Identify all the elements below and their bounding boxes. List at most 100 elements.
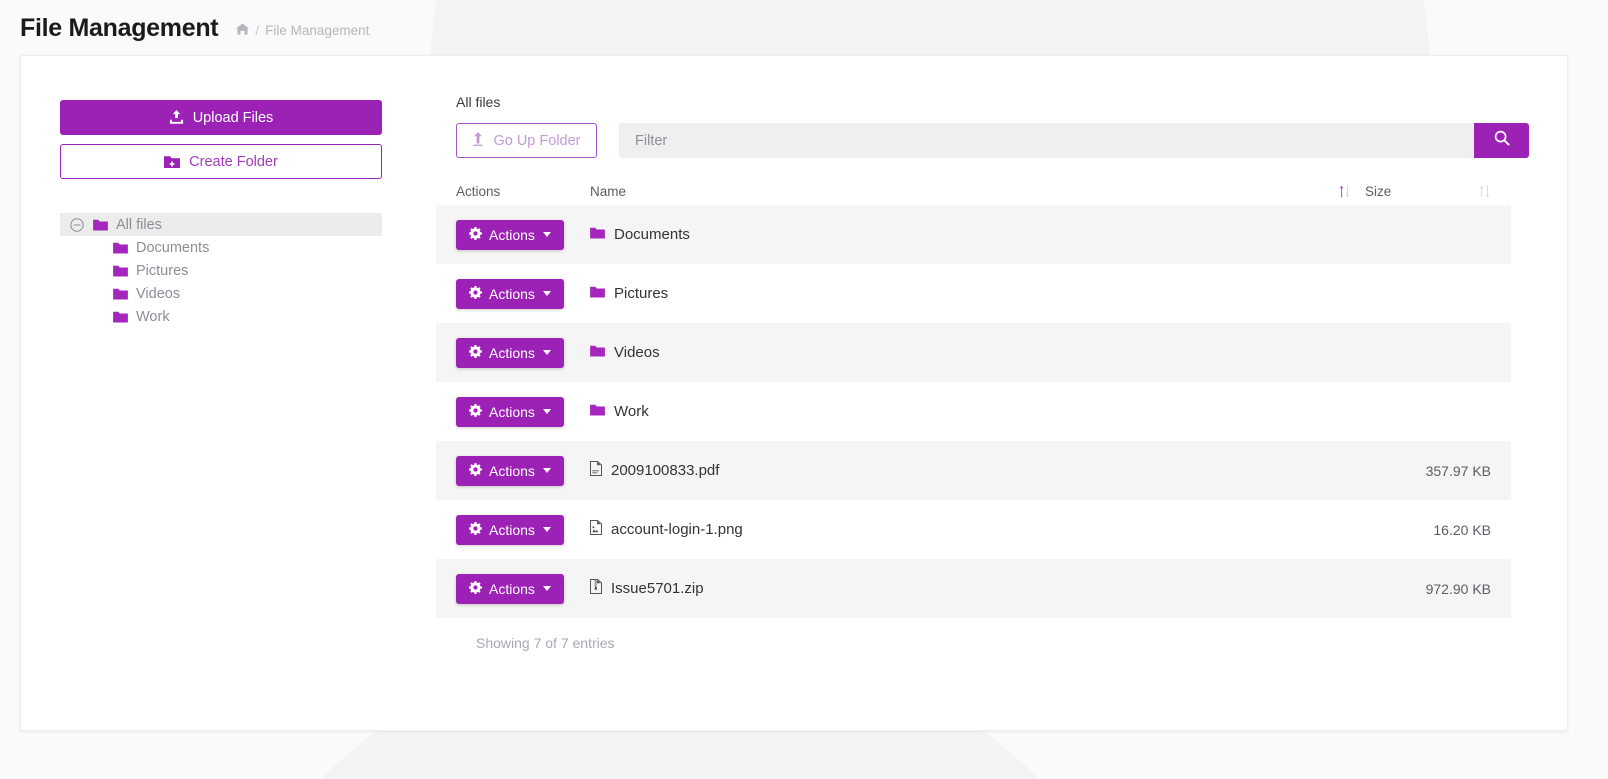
column-header-size-label: Size <box>1365 183 1392 199</box>
folder-plus-icon <box>164 155 181 169</box>
sort-updown-icon[interactable] <box>1478 184 1491 199</box>
table-row[interactable]: Actions Issue5701.zip 972.90 KB <box>436 559 1511 618</box>
row-actions-label: Actions <box>489 344 535 361</box>
sort-updown-icon[interactable] <box>1338 184 1365 199</box>
caret-down-icon <box>542 291 551 296</box>
row-actions-cell: Actions <box>456 278 590 309</box>
row-actions-button[interactable]: Actions <box>456 219 564 250</box>
row-actions-cell: Actions <box>456 337 590 368</box>
upload-files-label: Upload Files <box>192 109 274 126</box>
row-size-label: 972.90 KB <box>1425 580 1491 597</box>
row-actions-button[interactable]: Actions <box>456 514 564 545</box>
row-actions-label: Actions <box>489 580 535 597</box>
file-pdf-icon <box>590 461 602 480</box>
create-folder-label: Create Folder <box>189 153 278 170</box>
row-actions-button[interactable]: Actions <box>456 396 564 427</box>
caret-down-icon <box>542 350 551 355</box>
row-name-label: Documents <box>614 226 690 243</box>
tree-item-label: All files <box>116 216 162 233</box>
caret-down-icon <box>542 409 551 414</box>
go-up-folder-label: Go Up Folder <box>493 132 581 149</box>
gear-icon <box>469 462 482 479</box>
upload-icon <box>169 110 184 125</box>
table-row[interactable]: Actions Documents <box>436 205 1511 264</box>
home-icon[interactable] <box>236 23 250 38</box>
caret-down-icon <box>542 468 551 473</box>
folder-icon <box>590 344 605 361</box>
row-name-label: Pictures <box>614 285 669 302</box>
tree-item-documents[interactable]: Documents <box>60 236 382 259</box>
row-actions-cell: Actions <box>456 455 590 486</box>
row-actions-button[interactable]: Actions <box>456 573 564 604</box>
go-up-folder-button[interactable]: Go Up Folder <box>456 123 597 158</box>
table-row[interactable]: Actions account-login-1.png 16.20 KB <box>436 500 1511 559</box>
table-footer-count: Showing 7 of 7 entries <box>476 635 615 651</box>
folder-icon <box>590 285 605 302</box>
row-size-label: 357.97 KB <box>1425 462 1491 479</box>
tree-item-videos[interactable]: Videos <box>60 282 382 305</box>
table-row[interactable]: Actions 2009100833.pdf 357.97 KB <box>436 441 1511 500</box>
gear-icon <box>469 226 482 243</box>
folder-icon <box>590 403 605 420</box>
row-name-cell: Videos <box>590 344 1365 361</box>
tree-item-work[interactable]: Work <box>60 305 382 328</box>
row-name-label: account-login-1.png <box>611 521 743 538</box>
current-folder-label: All files <box>456 94 501 110</box>
row-actions-label: Actions <box>489 226 535 243</box>
breadcrumb-current: File Management <box>265 23 370 38</box>
search-icon <box>1494 130 1510 151</box>
row-size-cell: 972.90 KB <box>1365 581 1491 597</box>
row-name-cell: Documents <box>590 226 1365 243</box>
tree-item-label: Pictures <box>136 262 189 279</box>
tree-item-pictures[interactable]: Pictures <box>60 259 382 282</box>
table-row[interactable]: Actions Work <box>436 382 1511 441</box>
file-archive-icon <box>590 579 602 598</box>
row-actions-cell: Actions <box>456 573 590 604</box>
row-actions-cell: Actions <box>456 514 590 545</box>
caret-down-icon <box>542 586 551 591</box>
breadcrumb-separator: / <box>255 23 260 38</box>
breadcrumb: / File Management <box>236 19 369 38</box>
tree-item-label: Work <box>136 308 170 325</box>
tree-item-all-files[interactable]: All files <box>60 213 382 236</box>
row-size-label: 16.20 KB <box>1433 521 1491 538</box>
file-toolbar: Go Up Folder <box>456 123 1529 158</box>
folder-icon <box>113 311 128 323</box>
folder-tree: All files Documents Pictures Videos <box>60 213 382 328</box>
row-name-cell: 2009100833.pdf <box>590 461 1365 480</box>
column-header-actions: Actions <box>456 183 501 199</box>
row-actions-button[interactable]: Actions <box>456 337 564 368</box>
upload-files-button[interactable]: Upload Files <box>60 100 382 135</box>
column-header-name[interactable]: Name <box>590 184 1365 199</box>
row-name-cell: Work <box>590 403 1365 420</box>
row-name-label: 2009100833.pdf <box>611 462 720 479</box>
files-table: Actions Name Size <box>436 177 1511 651</box>
folder-icon <box>113 242 128 254</box>
row-actions-label: Actions <box>489 521 535 538</box>
page-title: File Management <box>20 14 219 42</box>
search-button[interactable] <box>1474 123 1529 158</box>
file-image-icon <box>590 520 602 539</box>
caret-down-icon <box>542 527 551 532</box>
row-actions-button[interactable]: Actions <box>456 455 564 486</box>
table-header-row: Actions Name Size <box>436 177 1511 205</box>
minus-circle-icon[interactable] <box>70 217 84 232</box>
folder-icon <box>93 219 108 231</box>
table-row[interactable]: Actions Pictures <box>436 264 1511 323</box>
filter-input[interactable] <box>619 123 1474 158</box>
row-size-cell: 16.20 KB <box>1365 522 1491 538</box>
gear-icon <box>469 285 482 302</box>
file-browser-panel: All files Go Up Folder Actions <box>436 94 1529 651</box>
folder-icon <box>590 226 605 243</box>
create-folder-button[interactable]: Create Folder <box>60 144 382 179</box>
table-row[interactable]: Actions Videos <box>436 323 1511 382</box>
column-header-size[interactable]: Size <box>1365 184 1491 199</box>
row-name-label: Videos <box>614 344 660 361</box>
gear-icon <box>469 580 482 597</box>
folder-icon <box>113 288 128 300</box>
row-actions-label: Actions <box>489 403 535 420</box>
row-actions-button[interactable]: Actions <box>456 278 564 309</box>
content-card: Upload Files Create Folder All files <box>20 55 1568 731</box>
row-actions-label: Actions <box>489 462 535 479</box>
folder-icon <box>113 265 128 277</box>
